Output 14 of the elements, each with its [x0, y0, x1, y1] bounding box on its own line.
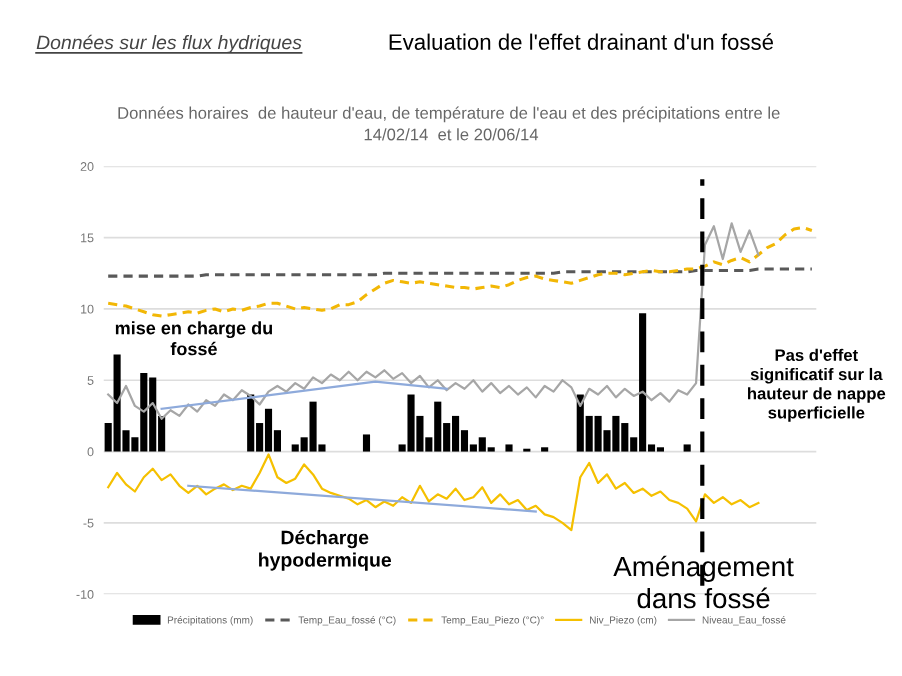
chart-title: Données horaires de hauteur d'eau, de température de l'eau et des précipitations entre le 14/02/14 et le 20/06/14: [118, 106, 780, 141]
line-series: [107, 453, 760, 532]
bar: [264, 408, 273, 452]
bar: [247, 394, 255, 452]
text: Evaluation de l'effet drainant d'un fossé: [389, 33, 774, 50]
annotation: Décharge hypodermique: [259, 529, 392, 571]
annotation: Aménagement dans fossé: [613, 555, 794, 609]
text: Données sur les flux hydriques: [36, 34, 302, 54]
annotation: mise en charge du fossé: [115, 321, 273, 356]
bar: [362, 434, 371, 452]
bar: [505, 444, 513, 452]
bar: [683, 444, 691, 452]
line-series: [106, 226, 814, 318]
annotation: Pas d'effet significatif sur la hauteur de nappe superficielle: [748, 348, 886, 422]
